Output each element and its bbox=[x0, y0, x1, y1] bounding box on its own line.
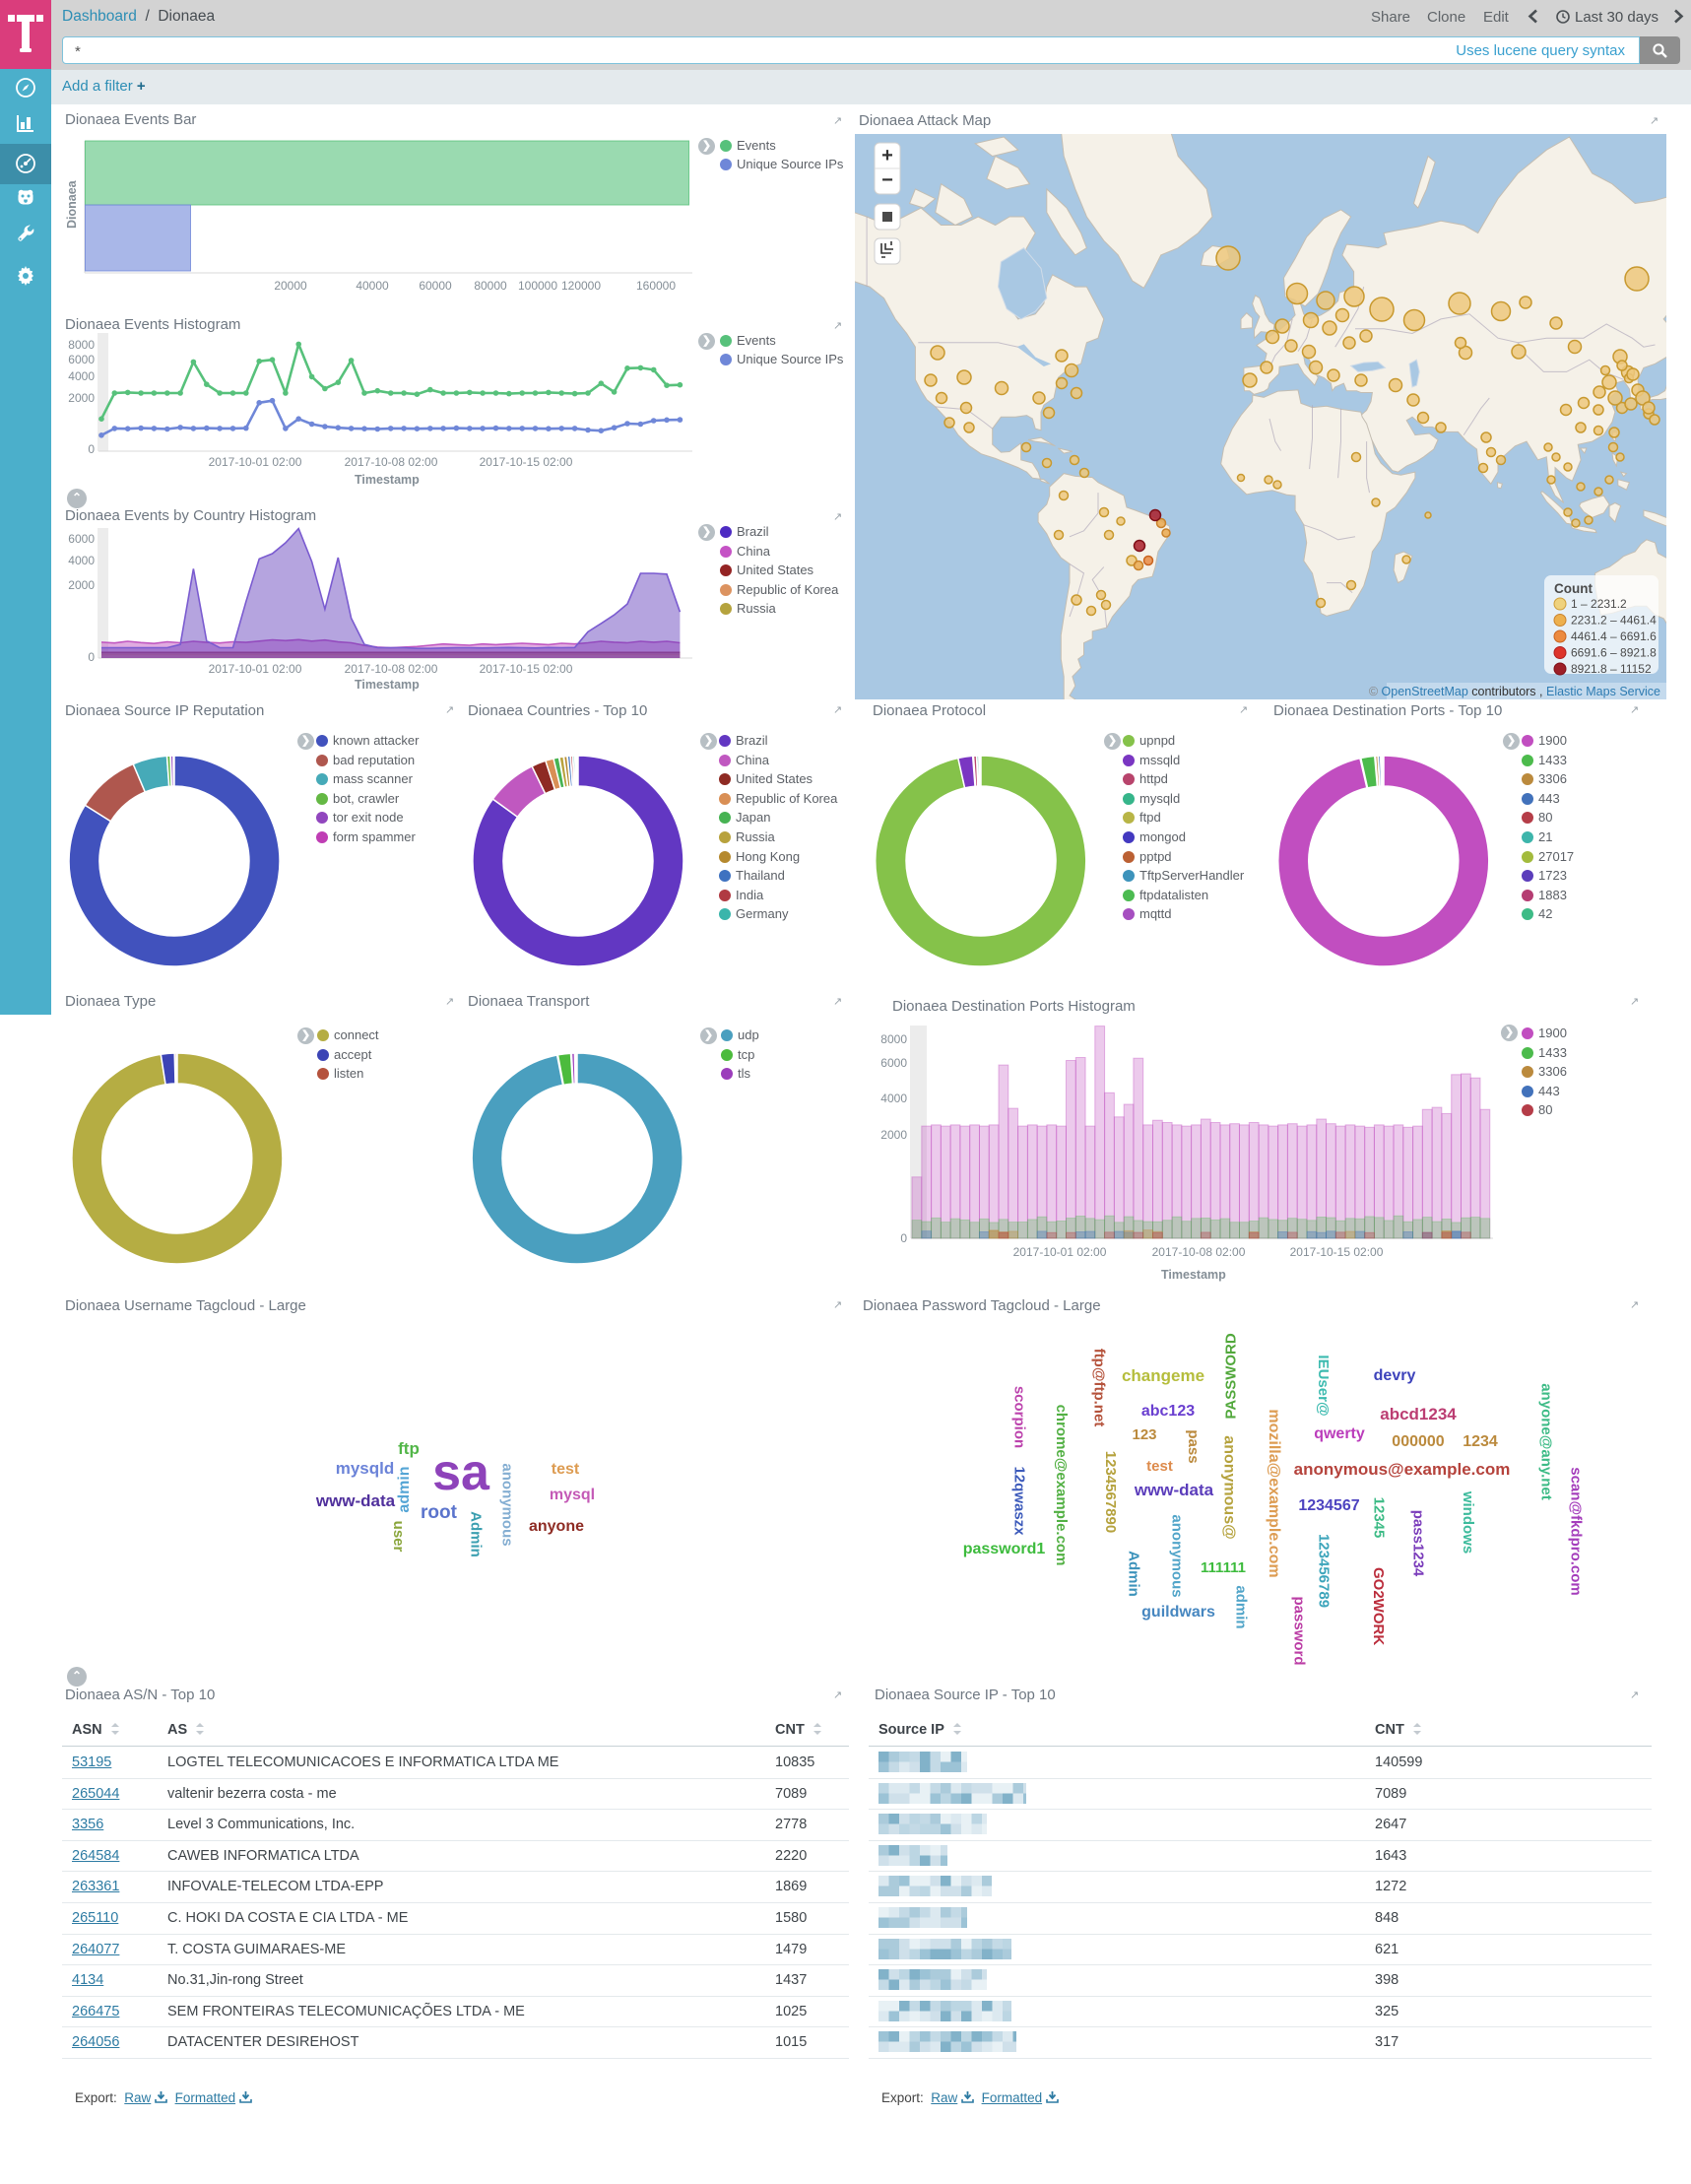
svg-text:4461.4 – 6691.6: 4461.4 – 6691.6 bbox=[1571, 629, 1657, 643]
svg-text:Count: Count bbox=[1554, 581, 1593, 596]
svg-text:2231.2 – 4461.4: 2231.2 – 4461.4 bbox=[1571, 614, 1657, 628]
svg-text:8921.8 – 11152: 8921.8 – 11152 bbox=[1571, 662, 1652, 676]
svg-text:+: + bbox=[881, 145, 893, 166]
svg-text:−: − bbox=[881, 169, 893, 191]
svg-text:1 – 2231.2: 1 – 2231.2 bbox=[1571, 597, 1627, 611]
svg-text:© OpenStreetMap contributors ,: © OpenStreetMap contributors , Elastic M… bbox=[1369, 685, 1660, 698]
svg-text:6691.6 – 8921.8: 6691.6 – 8921.8 bbox=[1571, 646, 1657, 660]
